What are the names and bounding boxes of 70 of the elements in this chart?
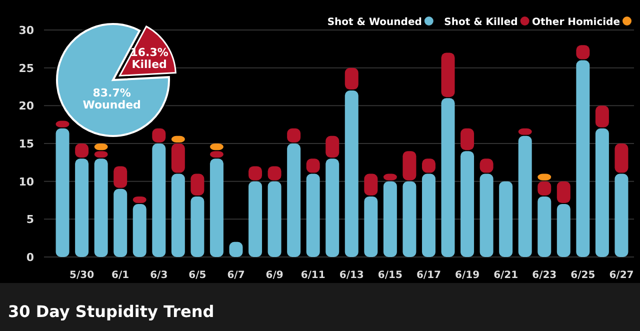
bar: [383, 181, 397, 257]
bar: [326, 158, 340, 257]
bar: [556, 204, 570, 257]
y-tick-label: 0: [26, 251, 34, 264]
bar: [114, 188, 128, 257]
bar: [75, 158, 89, 257]
bar: [499, 181, 513, 257]
y-tick-label: 5: [26, 213, 34, 226]
bar: [460, 128, 474, 150]
bar: [114, 166, 128, 188]
bar: [152, 144, 166, 257]
x-tick-label: 6/5: [188, 270, 206, 281]
bar: [344, 68, 358, 90]
data-label: 83.7%: [92, 86, 131, 100]
bar: [132, 204, 146, 257]
bar: [364, 174, 378, 196]
bar: [344, 90, 358, 257]
x-tick-label: 6/7: [227, 270, 245, 281]
x-tick-label: 6/19: [455, 270, 480, 281]
bar: [441, 98, 455, 257]
x-tick-label: 6/11: [300, 270, 326, 281]
bar: [441, 52, 455, 98]
x-tick-label: 6/27: [609, 270, 634, 281]
bar: [56, 128, 70, 257]
legend-label: Other Homicide: [532, 17, 620, 28]
bar: [518, 136, 532, 257]
x-tick-label: 6/13: [339, 270, 364, 281]
x-tick-label: 6/23: [532, 270, 557, 281]
bar: [402, 151, 416, 180]
y-tick-label: 30: [18, 24, 34, 37]
x-tick-label: 6/15: [378, 270, 402, 281]
bar: [364, 196, 378, 257]
legend-label: Shot & Wounded: [327, 17, 422, 28]
x-tick-label: 6/1: [112, 270, 130, 281]
bar: [248, 181, 262, 257]
bar: [538, 196, 552, 257]
bar: [94, 158, 108, 257]
slice-label: Wounded: [82, 98, 141, 112]
y-tick-label: 15: [18, 138, 34, 150]
x-tick-label: 5/30: [70, 270, 94, 281]
bar: [480, 174, 494, 257]
bar: [171, 174, 185, 257]
x-tick-label: 6/3: [150, 270, 168, 281]
bar: [614, 174, 628, 257]
bar: [210, 158, 224, 257]
bar: [268, 181, 282, 257]
bar: [556, 181, 570, 204]
bar: [287, 144, 301, 257]
bar: [422, 174, 436, 257]
y-tick-label: 10: [18, 175, 34, 188]
x-tick-label: 6/17: [416, 270, 442, 281]
bar: [614, 144, 628, 173]
x-tick-label: 6/21: [494, 270, 518, 281]
y-tick-label: 25: [18, 62, 34, 75]
bar: [190, 196, 204, 257]
x-tick-label: 6/9: [266, 270, 284, 281]
bar: [460, 151, 474, 257]
x-tick-label: 6/25: [570, 270, 596, 281]
bar: [306, 174, 320, 257]
slice-label: Killed: [132, 58, 167, 71]
legend-label: Shot & Killed: [444, 17, 518, 28]
bar: [326, 136, 340, 158]
bar: [402, 181, 416, 257]
bar: [576, 60, 590, 257]
bar: [595, 106, 609, 128]
y-tick-label: 20: [18, 100, 34, 113]
bar: [171, 144, 185, 173]
text: 30 Day Stupidity Trend: [8, 302, 214, 321]
bar: [190, 174, 204, 196]
bar: [595, 128, 609, 257]
